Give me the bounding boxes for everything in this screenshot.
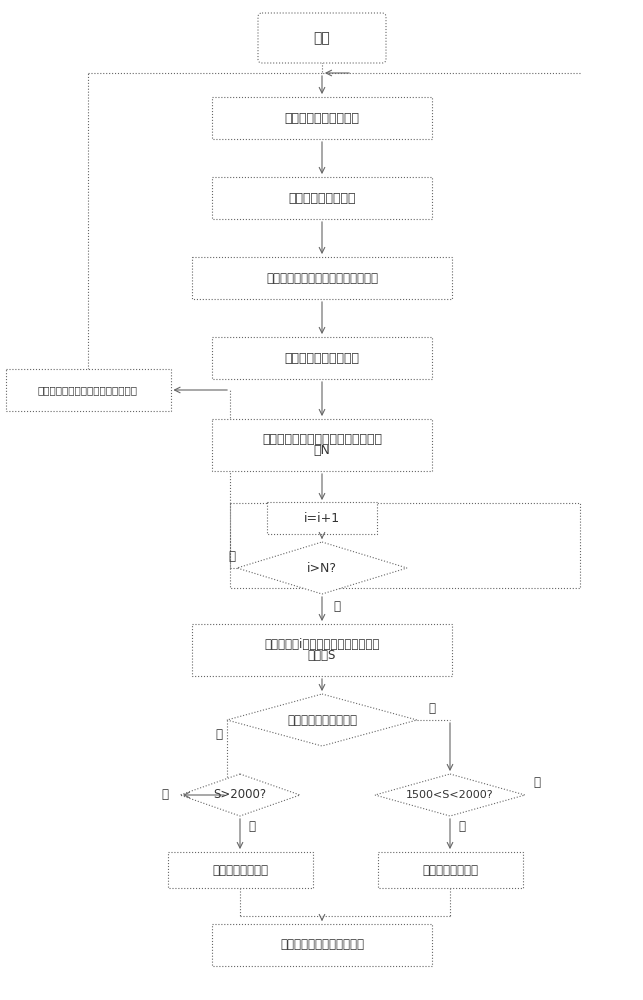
Polygon shape xyxy=(375,774,525,816)
FancyBboxPatch shape xyxy=(258,13,386,63)
Text: S>2000?: S>2000? xyxy=(213,788,267,802)
Polygon shape xyxy=(237,542,407,594)
FancyBboxPatch shape xyxy=(267,502,377,534)
FancyBboxPatch shape xyxy=(212,97,432,139)
Text: 统计当前图像中的白色连通域的个数: 统计当前图像中的白色连通域的个数 xyxy=(262,433,382,446)
Text: 积值为S: 积值为S xyxy=(308,649,336,662)
FancyBboxPatch shape xyxy=(192,624,452,676)
Text: 图像处理单元发出报警信号: 图像处理单元发出报警信号 xyxy=(280,938,364,952)
Text: 是: 是 xyxy=(228,550,235,562)
FancyBboxPatch shape xyxy=(377,852,523,888)
Text: 为N: 为N xyxy=(314,444,331,457)
Text: 否: 否 xyxy=(458,820,466,832)
FancyBboxPatch shape xyxy=(212,177,432,219)
FancyBboxPatch shape xyxy=(6,369,170,411)
FancyBboxPatch shape xyxy=(192,257,452,299)
Text: 否: 否 xyxy=(161,788,168,802)
Text: i=i+1: i=i+1 xyxy=(304,512,340,524)
Text: i>N?: i>N? xyxy=(307,562,337,574)
FancyBboxPatch shape xyxy=(212,924,432,966)
Text: 否: 否 xyxy=(428,702,435,714)
Text: 对图像进行二值化处理: 对图像进行二值化处理 xyxy=(284,352,359,364)
Text: 开始: 开始 xyxy=(314,31,331,45)
FancyBboxPatch shape xyxy=(212,419,432,471)
FancyBboxPatch shape xyxy=(212,337,432,379)
Polygon shape xyxy=(180,774,300,816)
Text: 否: 否 xyxy=(334,599,341,612)
Text: 出现烟支歪斜排列: 出现烟支歪斜排列 xyxy=(212,863,268,876)
Text: 图像采集单元采集图像: 图像采集单元采集图像 xyxy=(284,111,359,124)
Text: 当前图像第i个白色连通区域的像素面: 当前图像第i个白色连通区域的像素面 xyxy=(264,638,379,651)
Text: 是: 是 xyxy=(534,776,541,790)
Polygon shape xyxy=(227,694,417,746)
Text: 当前图像为正面图像？: 当前图像为正面图像？ xyxy=(287,714,357,726)
Text: 是: 是 xyxy=(248,820,255,832)
Text: 1500<S<2000?: 1500<S<2000? xyxy=(406,790,494,800)
Text: 是: 是 xyxy=(215,728,222,742)
Text: 对图像进行灰度处理: 对图像进行灰度处理 xyxy=(288,192,356,205)
Text: 出现烟支倒装排列: 出现烟支倒装排列 xyxy=(422,863,478,876)
Text: 图像处理单元对下一幅图像进行处理: 图像处理单元对下一幅图像进行处理 xyxy=(38,385,138,395)
FancyBboxPatch shape xyxy=(167,852,312,888)
Text: 对图像中的白色区域进行腐蚀和膨胀: 对图像中的白色区域进行腐蚀和膨胀 xyxy=(266,271,378,284)
